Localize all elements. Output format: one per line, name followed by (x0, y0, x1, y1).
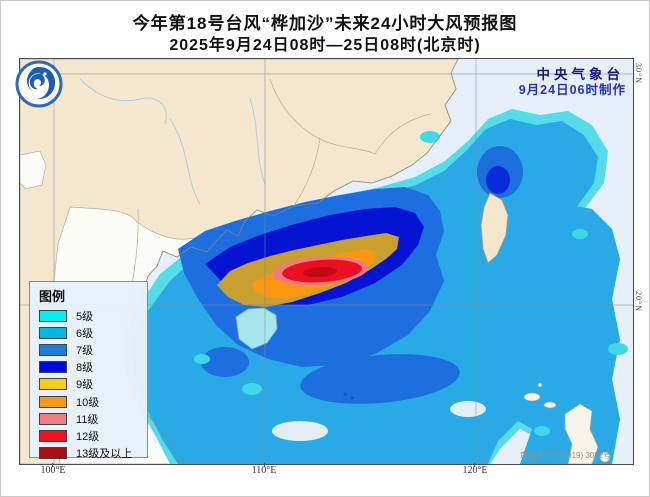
legend-row: 12级 (39, 427, 147, 444)
sea-gaps (272, 401, 486, 441)
legend-swatch (39, 395, 67, 408)
legend-rows: 5级 6级 7级 8级 9级 10级 11级 12级 13级及以上 (39, 307, 147, 462)
legend-swatch (39, 361, 67, 374)
legend-swatch (39, 326, 67, 339)
agency-name: 中央气象台 (536, 67, 624, 82)
legend-row: 10级 (39, 393, 147, 410)
legend-label: 10级 (76, 396, 100, 409)
page-subtitle: 2025年9月24日08时—25日08时(北京时) (169, 37, 481, 54)
x-tick-mark (52, 463, 53, 467)
x-tick-label: 110°E (251, 465, 277, 476)
legend-swatch (39, 429, 67, 442)
issue-time: 9月24日06时制作 (518, 83, 626, 97)
legend-swatch (39, 343, 67, 356)
wind-zone-5-patches (194, 131, 628, 436)
legend-label: 13级及以上 (76, 448, 133, 461)
map-approval-number: 审图号 GS (2019) 3082号 (520, 451, 612, 460)
legend-label: 12级 (76, 430, 100, 443)
wind-zone-7-southwest (201, 347, 249, 377)
x-tick-mark (264, 463, 265, 467)
wind-zone-7-south (300, 354, 460, 404)
islands-philippines (523, 382, 611, 464)
x-tick-mark (474, 463, 475, 467)
legend-row: 9级 (39, 376, 147, 393)
y-tick-label: 30°N (634, 63, 643, 84)
x-tick-label: 100°E (40, 465, 66, 476)
legend-row: 13级及以上 (39, 445, 147, 462)
legend-row: 11级 (39, 410, 147, 427)
legend-swatch (39, 447, 67, 460)
x-tick-label: 120°E (462, 465, 488, 476)
wind-zone-8-northeast (486, 166, 510, 194)
page-title: 今年第18号台风“桦加沙”未来24小时大风预报图 (132, 14, 518, 33)
island-taiwan (480, 192, 509, 264)
legend-row: 7级 (39, 341, 147, 358)
y-tick-label: 20°N (634, 291, 643, 312)
legend-label: 5级 (76, 310, 94, 323)
province-border (120, 78, 431, 353)
legend-label: 11级 (76, 413, 99, 426)
legend-label: 9级 (76, 379, 94, 392)
legend-box: 图例 5级 6级 7级 8级 9级 10级 11级 12级 13级及以上 (29, 281, 148, 460)
legend-row: 8级 (39, 359, 147, 376)
island-hainan (235, 307, 278, 350)
legend-label: 6级 (76, 327, 94, 340)
legend-row: 5级 (39, 307, 147, 324)
legend-title: 图例 (39, 289, 66, 304)
legend-label: 7级 (76, 344, 94, 357)
legend-swatch (39, 378, 67, 391)
legend-label: 8级 (76, 362, 94, 375)
wind-zone-13 (303, 266, 337, 278)
legend-row: 6级 (39, 324, 147, 341)
river (79, 78, 266, 205)
legend-swatch (39, 412, 67, 425)
cma-logo-icon (15, 60, 63, 108)
island-markers (343, 392, 354, 400)
wind-zone-6-east (520, 204, 620, 464)
legend-swatch (39, 309, 67, 322)
land-foreign-west (20, 150, 47, 190)
